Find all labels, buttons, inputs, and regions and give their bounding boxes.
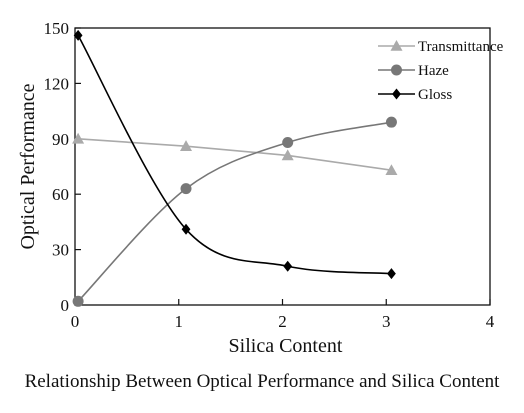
- y-tick-label: 90: [52, 130, 69, 149]
- legend-label: Haze: [418, 63, 449, 79]
- legend-item-gloss: Gloss: [378, 87, 452, 103]
- y-axis-ticks: 0 30 60 90 120 150: [44, 19, 81, 315]
- series-layer: [72, 29, 398, 307]
- x-axis-ticks: 0 1 2 3 4: [71, 299, 495, 331]
- data-point-haze: [180, 183, 192, 195]
- data-point-gloss: [387, 268, 396, 280]
- data-point-transmittance: [385, 164, 398, 175]
- legend-marker-gloss: [392, 88, 401, 100]
- data-point-transmittance: [72, 132, 85, 144]
- y-tick-label: 120: [44, 74, 70, 93]
- series-line-gloss: [77, 34, 392, 275]
- data-point-haze: [385, 116, 397, 128]
- data-point-transmittance: [281, 149, 294, 161]
- y-tick-label: 150: [44, 19, 70, 38]
- data-point-gloss: [283, 260, 293, 272]
- series-haze: [72, 116, 397, 307]
- series-transmittance: [72, 132, 398, 175]
- legend-marker-transmittance: [390, 40, 403, 51]
- legend-label: Gloss: [418, 87, 452, 103]
- x-tick-label: 3: [382, 312, 391, 331]
- legend-label: Transmittance: [418, 39, 504, 55]
- data-point-haze: [282, 136, 294, 148]
- series-gloss: [73, 29, 396, 280]
- legend-item-transmittance: Transmittance: [378, 39, 504, 55]
- x-tick-label: 2: [278, 312, 287, 331]
- data-point-gloss: [73, 29, 83, 41]
- legend-item-haze: Haze: [378, 63, 449, 79]
- data-point-haze: [72, 295, 84, 307]
- y-tick-label: 30: [52, 241, 69, 260]
- series-line-haze: [77, 121, 392, 302]
- x-tick-label: 0: [71, 312, 80, 331]
- y-tick-label: 0: [61, 296, 70, 315]
- legend-marker-haze: [391, 64, 402, 76]
- data-point-transmittance: [180, 140, 193, 151]
- x-tick-label: 1: [175, 312, 184, 331]
- legend: Transmittance Haze Gloss: [378, 39, 504, 103]
- y-axis-title: Optical Performance: [17, 83, 39, 249]
- x-tick-label: 4: [486, 312, 495, 331]
- y-tick-label: 60: [52, 185, 69, 204]
- chart-caption: Relationship Between Optical Performance…: [25, 371, 501, 392]
- series-line-transmittance: [78, 138, 392, 171]
- x-axis-title: Silica Content: [229, 335, 343, 357]
- data-point-gloss: [181, 223, 191, 235]
